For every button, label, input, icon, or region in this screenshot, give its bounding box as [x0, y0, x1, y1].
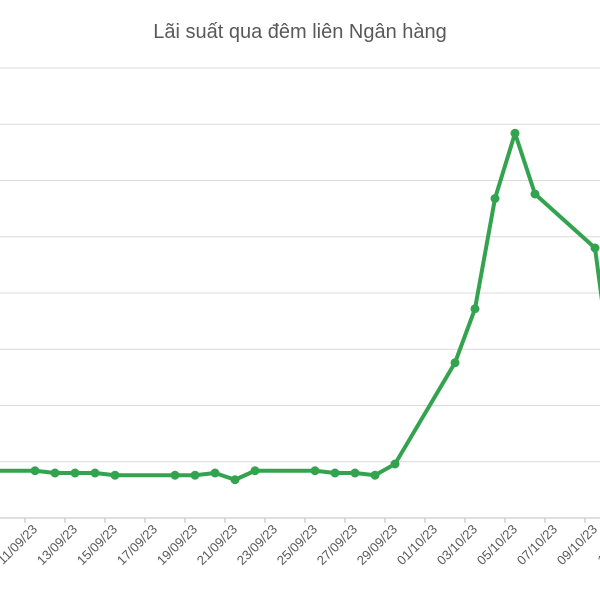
- marker: [590, 243, 600, 253]
- x-tick-label: 17/09/23: [114, 522, 160, 568]
- x-tick-label: 01/10/23: [394, 522, 440, 568]
- x-tick-label: 03/10/23: [434, 522, 480, 568]
- marker: [470, 304, 480, 314]
- marker: [190, 470, 200, 480]
- marker: [170, 470, 180, 480]
- marker: [490, 194, 500, 203]
- marker: [30, 466, 40, 476]
- line: [0, 131, 600, 482]
- marker: [450, 358, 460, 368]
- marker: [370, 470, 380, 480]
- series: [0, 128, 600, 485]
- x-tick-label: 15/09/23: [74, 522, 120, 568]
- chart-title: Lãi suất qua đêm liên Ngân hàng: [153, 21, 447, 43]
- x-tick-label: 29/09/23: [354, 522, 400, 568]
- x-tick-label: 27/09/23: [314, 522, 360, 568]
- marker: [210, 468, 220, 478]
- marker: [390, 459, 400, 469]
- x-tick-label: 25/09/23: [274, 522, 320, 568]
- marker: [330, 468, 340, 478]
- marker: [50, 468, 60, 478]
- marker: [70, 468, 80, 478]
- x-tick-label: 09/10/23: [554, 522, 600, 568]
- marker: [110, 470, 120, 480]
- x-tick-label: 21/09/23: [194, 522, 240, 568]
- x-tick-label: 19/09/23: [154, 522, 200, 568]
- x-tick-label: 23/09/23: [234, 522, 280, 568]
- marker: [350, 468, 360, 478]
- marker: [310, 466, 320, 476]
- marker: [90, 468, 100, 478]
- marker: [250, 466, 260, 476]
- x-tick-label: 07/10/23: [514, 522, 560, 568]
- marker: [510, 128, 520, 138]
- x-tick-label: 13/09/23: [34, 522, 80, 568]
- marker: [530, 189, 540, 199]
- marker: [230, 475, 240, 485]
- x-tick-label: 11/09/23: [0, 522, 40, 568]
- x-tick-label: 05/10/23: [474, 522, 520, 568]
